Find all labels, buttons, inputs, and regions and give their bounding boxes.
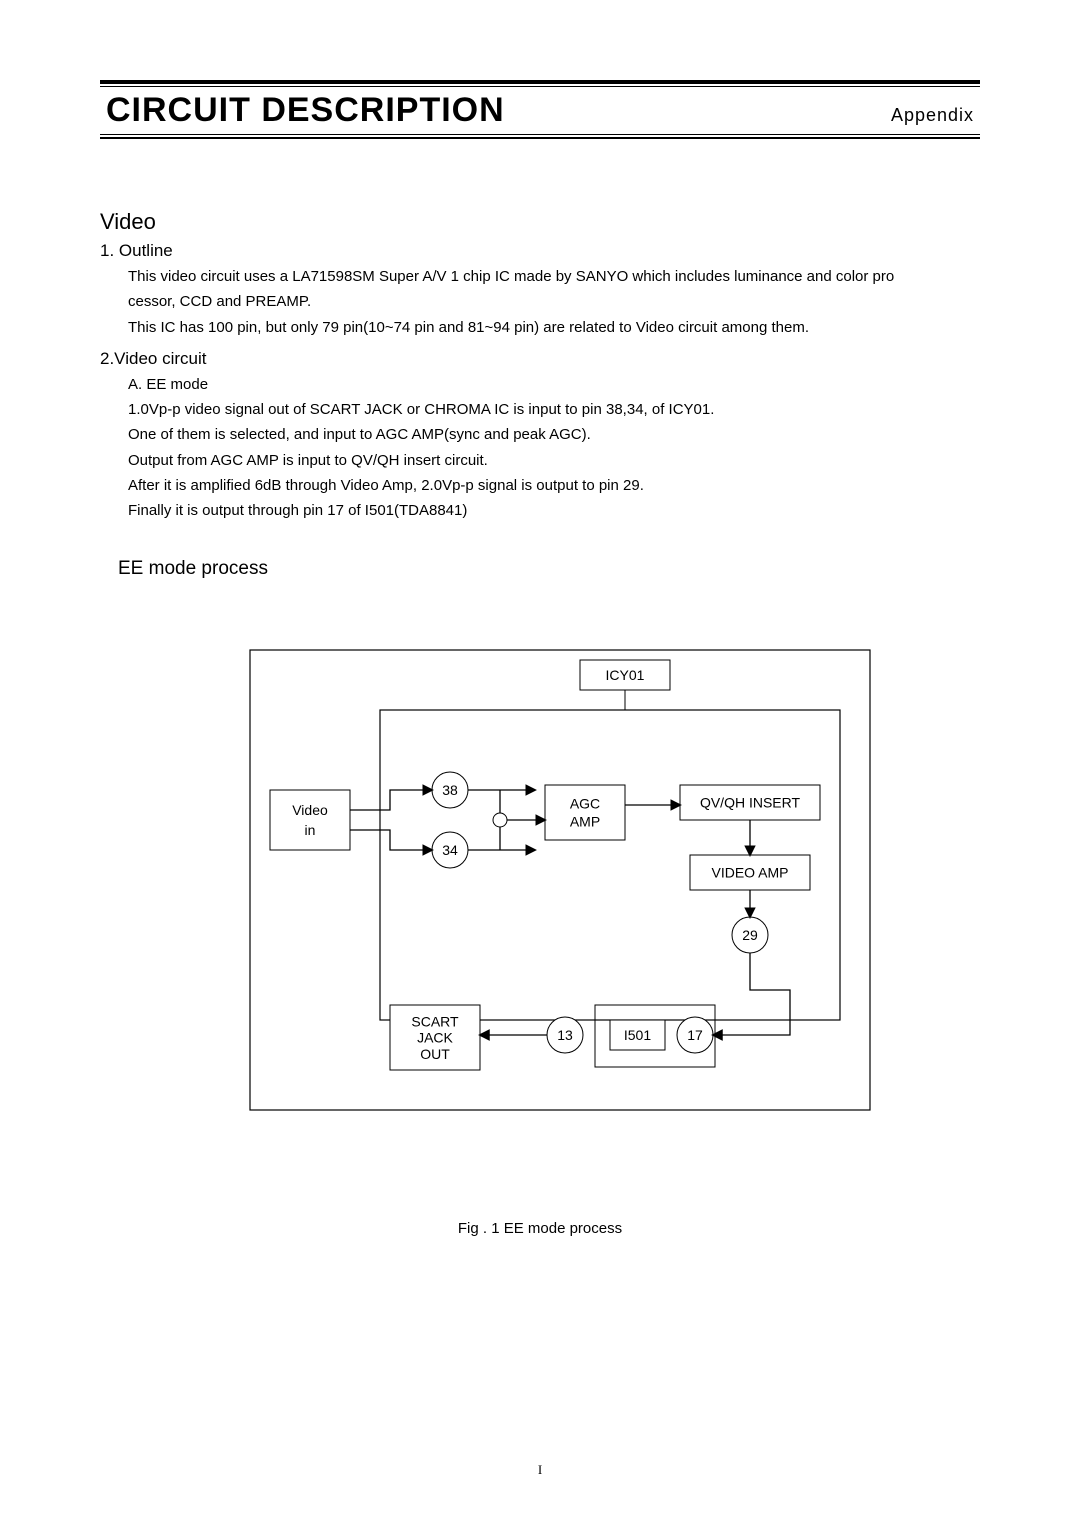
outline-body: This video circuit uses a LA71598SM Supe… — [128, 265, 980, 339]
diagram-container: ICY01 Video in 38 34 AGC AMP QV/QH INSERT VIDEO … — [100, 630, 980, 1130]
svg-text:Video: Video — [292, 802, 328, 818]
outline-p1: This video circuit uses a LA71598SM Supe… — [128, 265, 980, 288]
svg-text:13: 13 — [557, 1027, 573, 1043]
title-inner: CIRCUIT DESCRIPTION Appendix — [100, 86, 980, 135]
circuit-l1: 1.0Vp-p video signal out of SCART JACK o… — [128, 398, 980, 421]
appendix-label: Appendix — [891, 105, 974, 126]
ee-mode-heading: EE mode process — [118, 558, 980, 580]
svg-text:ICY01: ICY01 — [606, 667, 645, 683]
svg-text:OUT: OUT — [420, 1046, 450, 1062]
title-rule-block: CIRCUIT DESCRIPTION Appendix — [100, 80, 980, 139]
circuit-l2: One of them is selected, and input to AG… — [128, 423, 980, 446]
ee-mode-diagram: ICY01 Video in 38 34 AGC AMP QV/QH INSERT VIDEO … — [190, 630, 890, 1130]
svg-text:AMP: AMP — [570, 814, 600, 830]
video-heading: Video — [100, 209, 980, 235]
svg-text:SCART: SCART — [411, 1014, 459, 1030]
figure-caption: Fig . 1 EE mode process — [100, 1220, 980, 1237]
circuit-l3: Output from AGC AMP is input to QV/QH in… — [128, 449, 980, 472]
svg-text:17: 17 — [687, 1027, 703, 1043]
video-section: Video 1. Outline This video circuit uses… — [100, 209, 980, 1237]
svg-text:29: 29 — [742, 927, 758, 943]
svg-text:QV/QH INSERT: QV/QH INSERT — [700, 795, 801, 811]
outline-p3: This IC has 100 pin, but only 79 pin(10~… — [128, 316, 980, 339]
circuit-l5: Finally it is output through pin 17 of I… — [128, 499, 980, 522]
circuit-l4: After it is amplified 6dB through Video … — [128, 474, 980, 497]
outline-heading: 1. Outline — [100, 241, 980, 261]
svg-text:VIDEO AMP: VIDEO AMP — [711, 865, 788, 881]
svg-text:I501: I501 — [624, 1027, 651, 1043]
circuit-heading: 2.Video circuit — [100, 349, 980, 369]
circuit-sub: A. EE mode — [128, 373, 980, 396]
svg-text:34: 34 — [442, 842, 458, 858]
circuit-body: A. EE mode 1.0Vp-p video signal out of S… — [128, 373, 980, 523]
page: CIRCUIT DESCRIPTION Appendix Video 1. Ou… — [0, 0, 1080, 1528]
svg-text:in: in — [305, 822, 316, 838]
page-number: I — [0, 1462, 1080, 1478]
svg-text:JACK: JACK — [417, 1030, 453, 1046]
svg-text:38: 38 — [442, 782, 458, 798]
page-title: CIRCUIT DESCRIPTION — [106, 91, 505, 130]
svg-text:AGC: AGC — [570, 796, 600, 812]
outline-p2: cessor, CCD and PREAMP. — [128, 290, 980, 313]
